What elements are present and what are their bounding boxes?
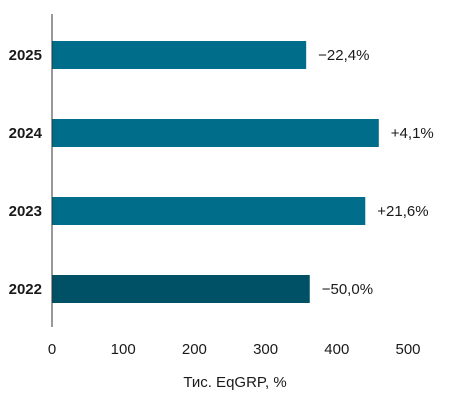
x-axis-title: Тис. EqGRP, % xyxy=(183,374,286,391)
data-label-2024: +4,1% xyxy=(391,125,434,142)
x-tick-label-400: 400 xyxy=(324,341,349,358)
x-axis-ticks: 0 100 200 300 400 500 xyxy=(48,341,421,358)
bars-group xyxy=(52,41,379,303)
category-label-2024: 2024 xyxy=(9,125,43,142)
x-tick-label-0: 0 xyxy=(48,341,56,358)
category-labels: 2025 2024 2023 2022 xyxy=(9,47,43,298)
data-label-2022: −50,0% xyxy=(322,281,373,298)
category-label-2023: 2023 xyxy=(9,203,42,220)
data-labels: −22,4% +4,1% +21,6% −50,0% xyxy=(318,47,434,298)
x-tick-label-100: 100 xyxy=(111,341,136,358)
data-label-2023: +21,6% xyxy=(377,203,428,220)
bar-2023 xyxy=(52,197,366,225)
data-label-2025: −22,4% xyxy=(318,47,369,64)
x-tick-label-200: 200 xyxy=(182,341,207,358)
category-label-2025: 2025 xyxy=(9,47,42,64)
x-tick-label-300: 300 xyxy=(253,341,278,358)
bar-2025 xyxy=(52,41,307,69)
category-label-2022: 2022 xyxy=(9,281,42,298)
x-tick-label-500: 500 xyxy=(395,341,420,358)
bar-2022 xyxy=(52,275,310,303)
bar-2024 xyxy=(52,119,379,147)
